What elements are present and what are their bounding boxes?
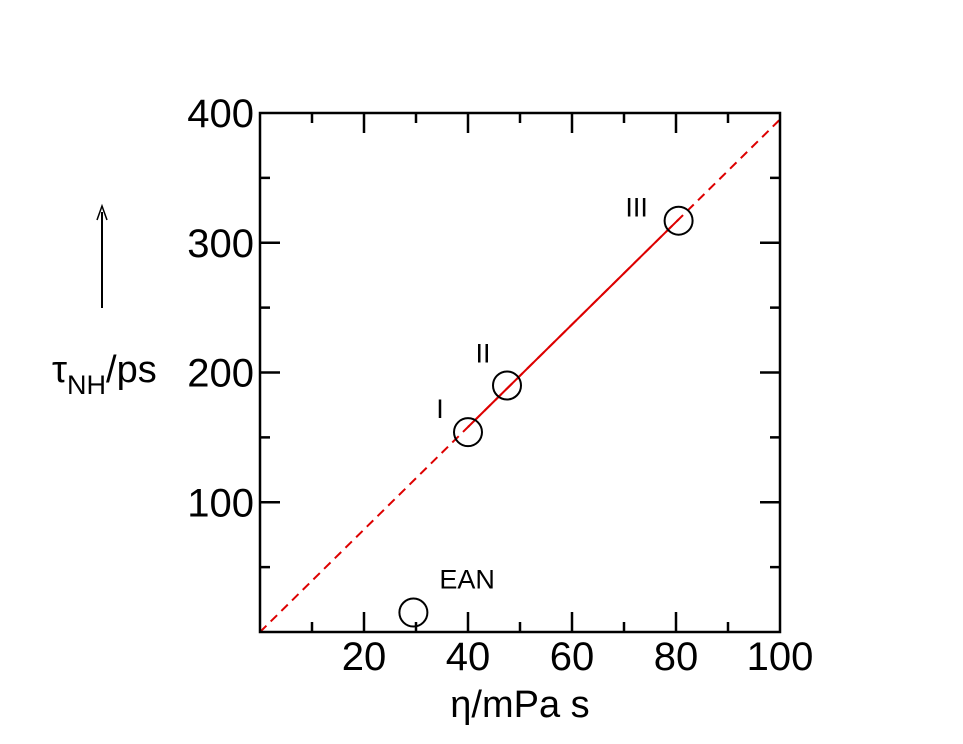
data-point xyxy=(492,370,522,401)
x-tick-label: 40 xyxy=(446,635,491,679)
y-tick-label: 200 xyxy=(187,352,254,396)
y-axis-label-symbol: τ xyxy=(52,349,67,391)
x-tick-label: 100 xyxy=(747,635,814,679)
data-point-label: I xyxy=(436,394,444,424)
x-tick-label: 80 xyxy=(654,635,699,679)
data-point xyxy=(453,417,483,448)
y-axis-label-subscript: NH xyxy=(67,370,106,400)
y-tick-label: 300 xyxy=(187,222,254,266)
y-axis-label: τNH/ps xyxy=(52,349,157,400)
y-axis-label-unit: /ps xyxy=(106,349,157,391)
data-point xyxy=(398,597,429,628)
x-axis-label: η/mPa s xyxy=(450,684,589,726)
y-tick-label: 400 xyxy=(187,92,254,136)
data-points xyxy=(398,205,694,628)
data-point-label: EAN xyxy=(439,565,495,595)
data-point xyxy=(663,205,694,236)
plot-frame xyxy=(258,111,782,634)
axis-ticks xyxy=(260,113,780,632)
fit-line-solid xyxy=(467,218,680,428)
data-point-label: II xyxy=(475,338,490,368)
x-tick-labels: 20 40 60 80 100 xyxy=(342,635,814,679)
y-tick-label: 100 xyxy=(187,481,254,525)
data-point-label: III xyxy=(625,193,648,223)
x-tick-label: 60 xyxy=(550,635,595,679)
y-tick-labels: 100 200 300 400 xyxy=(187,92,254,525)
y-axis-arrow xyxy=(96,203,108,308)
fit-line-group xyxy=(259,118,781,633)
x-tick-label: 20 xyxy=(342,635,387,679)
